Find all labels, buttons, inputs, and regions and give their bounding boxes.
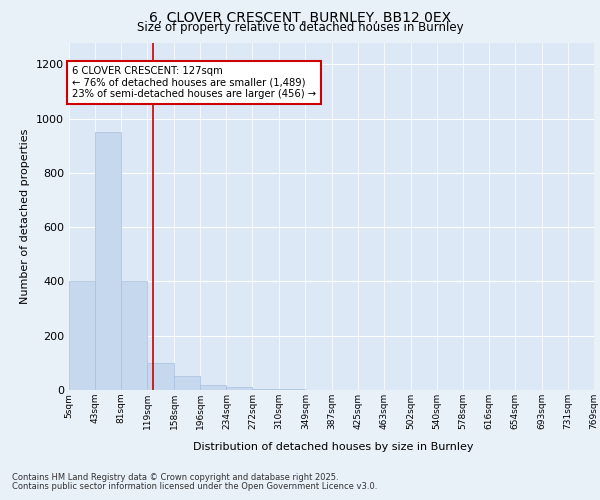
Bar xyxy=(253,389,278,390)
Text: Contains public sector information licensed under the Open Government Licence v3: Contains public sector information licen… xyxy=(12,482,377,491)
Bar xyxy=(69,282,95,390)
Text: 6, CLOVER CRESCENT, BURNLEY, BB12 0EX: 6, CLOVER CRESCENT, BURNLEY, BB12 0EX xyxy=(149,11,451,25)
Bar xyxy=(174,376,200,390)
Y-axis label: Number of detached properties: Number of detached properties xyxy=(20,128,31,304)
Text: 6 CLOVER CRESCENT: 127sqm
← 76% of detached houses are smaller (1,489)
23% of se: 6 CLOVER CRESCENT: 127sqm ← 76% of detac… xyxy=(72,66,316,99)
Bar xyxy=(226,388,253,390)
Bar xyxy=(200,384,226,390)
Bar xyxy=(121,282,148,390)
Text: Size of property relative to detached houses in Burnley: Size of property relative to detached ho… xyxy=(137,22,463,35)
Bar xyxy=(148,363,174,390)
Text: Distribution of detached houses by size in Burnley: Distribution of detached houses by size … xyxy=(193,442,473,452)
Text: Contains HM Land Registry data © Crown copyright and database right 2025.: Contains HM Land Registry data © Crown c… xyxy=(12,472,338,482)
Bar xyxy=(95,132,121,390)
Bar xyxy=(278,388,305,390)
